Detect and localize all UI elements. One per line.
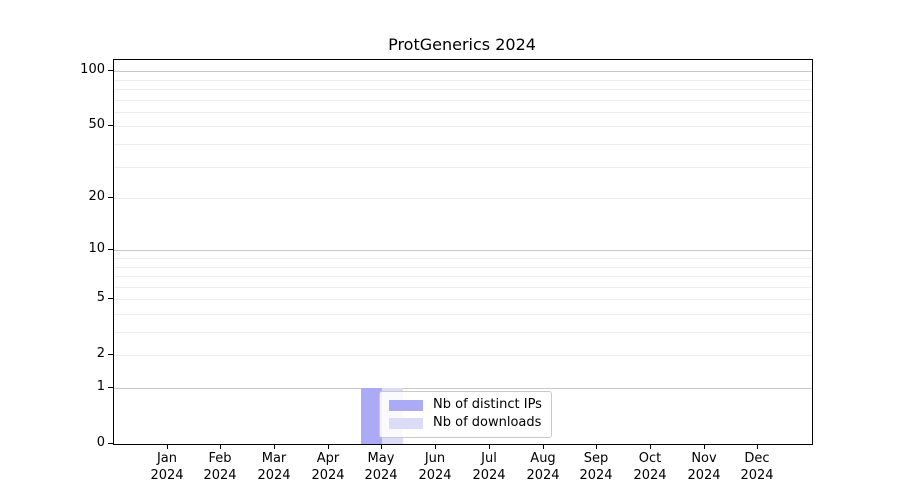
x-tick-month: Nov <box>691 451 717 466</box>
x-tick-month: Apr <box>316 451 340 466</box>
decade-gridline-1 <box>114 388 812 389</box>
x-tick-month: Aug <box>530 451 556 466</box>
y-tick-5 <box>108 298 113 299</box>
x-tick-nov <box>704 444 705 449</box>
x-tick-label-may: May 2024 <box>349 450 413 484</box>
x-tick-year: 2024 <box>257 468 291 483</box>
minor-gridline-90 <box>114 80 812 81</box>
chart-title: ProtGenerics 2024 <box>388 35 536 54</box>
x-tick-label-jul: Jul 2024 <box>457 450 521 484</box>
minor-gridline-2 <box>114 355 812 356</box>
y-tick-2 <box>108 354 113 355</box>
x-tick-label-dec: Dec 2024 <box>725 450 789 484</box>
x-tick-label-jan: Jan 2024 <box>135 450 199 484</box>
x-tick-jun <box>435 444 436 449</box>
x-tick-year: 2024 <box>150 468 184 483</box>
x-tick-label-mar: Mar 2024 <box>242 450 306 484</box>
minor-gridline-8 <box>114 267 812 268</box>
y-tick-1 <box>108 387 113 388</box>
legend-item-distinct-ips: Nb of distinct IPs <box>389 396 542 414</box>
x-tick-label-sep: Sep 2024 <box>564 450 628 484</box>
x-tick-sep <box>596 444 597 449</box>
minor-gridline-4 <box>114 314 812 315</box>
y-tick-0 <box>108 443 113 444</box>
x-tick-month: Sep <box>583 451 609 466</box>
x-tick-may <box>381 444 382 449</box>
x-tick-month: Dec <box>744 451 770 466</box>
y-tick-20 <box>108 197 113 198</box>
x-tick-year: 2024 <box>526 468 560 483</box>
legend-item-downloads: Nb of downloads <box>389 414 542 432</box>
x-tick-month: May <box>367 451 395 466</box>
x-tick-month: Feb <box>208 451 232 466</box>
x-tick-month: Oct <box>638 451 662 466</box>
y-tick-10 <box>108 249 113 250</box>
minor-gridline-20 <box>114 198 812 199</box>
y-tick-label-5: 5 <box>96 290 105 305</box>
minor-gridline-5 <box>114 299 812 300</box>
x-tick-year: 2024 <box>472 468 506 483</box>
minor-gridline-6 <box>114 287 812 288</box>
minor-gridline-3 <box>114 332 812 333</box>
x-tick-year: 2024 <box>740 468 774 483</box>
legend-label-downloads: Nb of downloads <box>433 415 542 430</box>
minor-gridline-80 <box>114 89 812 90</box>
minor-gridline-30 <box>114 167 812 168</box>
x-tick-year: 2024 <box>418 468 452 483</box>
x-tick-year: 2024 <box>579 468 613 483</box>
minor-gridline-9 <box>114 258 812 259</box>
minor-gridline-70 <box>114 100 812 101</box>
x-tick-year: 2024 <box>687 468 721 483</box>
x-tick-month: Jan <box>156 451 178 466</box>
x-tick-feb <box>220 444 221 449</box>
y-tick-label-50: 50 <box>88 117 105 132</box>
x-tick-month: Jun <box>424 451 446 466</box>
x-tick-aug <box>543 444 544 449</box>
y-tick-100 <box>108 70 113 71</box>
x-tick-month: Mar <box>261 451 287 466</box>
x-tick-year: 2024 <box>311 468 345 483</box>
x-tick-jan <box>167 444 168 449</box>
decade-gridline-10 <box>114 250 812 251</box>
decade-gridline-100 <box>114 71 812 72</box>
plot-area: Nb of distinct IPs Nb of downloads <box>113 59 813 445</box>
y-tick-label-1: 1 <box>96 379 105 394</box>
x-tick-year: 2024 <box>203 468 237 483</box>
y-tick-label-20: 20 <box>88 189 105 204</box>
x-tick-label-feb: Feb 2024 <box>188 450 252 484</box>
minor-gridline-7 <box>114 276 812 277</box>
x-tick-jul <box>489 444 490 449</box>
x-tick-apr <box>328 444 329 449</box>
x-tick-label-aug: Aug 2024 <box>511 450 575 484</box>
x-tick-dec <box>757 444 758 449</box>
y-tick-label-100: 100 <box>80 62 105 77</box>
legend-label-distinct-ips: Nb of distinct IPs <box>433 397 542 412</box>
x-tick-year: 2024 <box>633 468 667 483</box>
y-tick-50 <box>108 125 113 126</box>
legend-swatch-downloads <box>389 417 423 429</box>
minor-gridline-40 <box>114 144 812 145</box>
x-tick-month: Jul <box>481 451 497 466</box>
y-tick-label-10: 10 <box>88 241 105 256</box>
x-tick-label-jun: Jun 2024 <box>403 450 467 484</box>
legend-swatch-distinct-ips <box>389 399 423 411</box>
x-tick-year: 2024 <box>364 468 398 483</box>
x-tick-label-apr: Apr 2024 <box>296 450 360 484</box>
legend: Nb of distinct IPs Nb of downloads <box>379 391 552 438</box>
bar-nb-of-distinct-ips-may <box>361 388 382 444</box>
x-tick-label-oct: Oct 2024 <box>618 450 682 484</box>
minor-gridline-50 <box>114 126 812 127</box>
x-tick-label-nov: Nov 2024 <box>672 450 736 484</box>
y-tick-label-0: 0 <box>96 435 105 450</box>
minor-gridline-60 <box>114 112 812 113</box>
y-tick-label-2: 2 <box>96 346 105 361</box>
x-tick-mar <box>274 444 275 449</box>
x-tick-oct <box>650 444 651 449</box>
